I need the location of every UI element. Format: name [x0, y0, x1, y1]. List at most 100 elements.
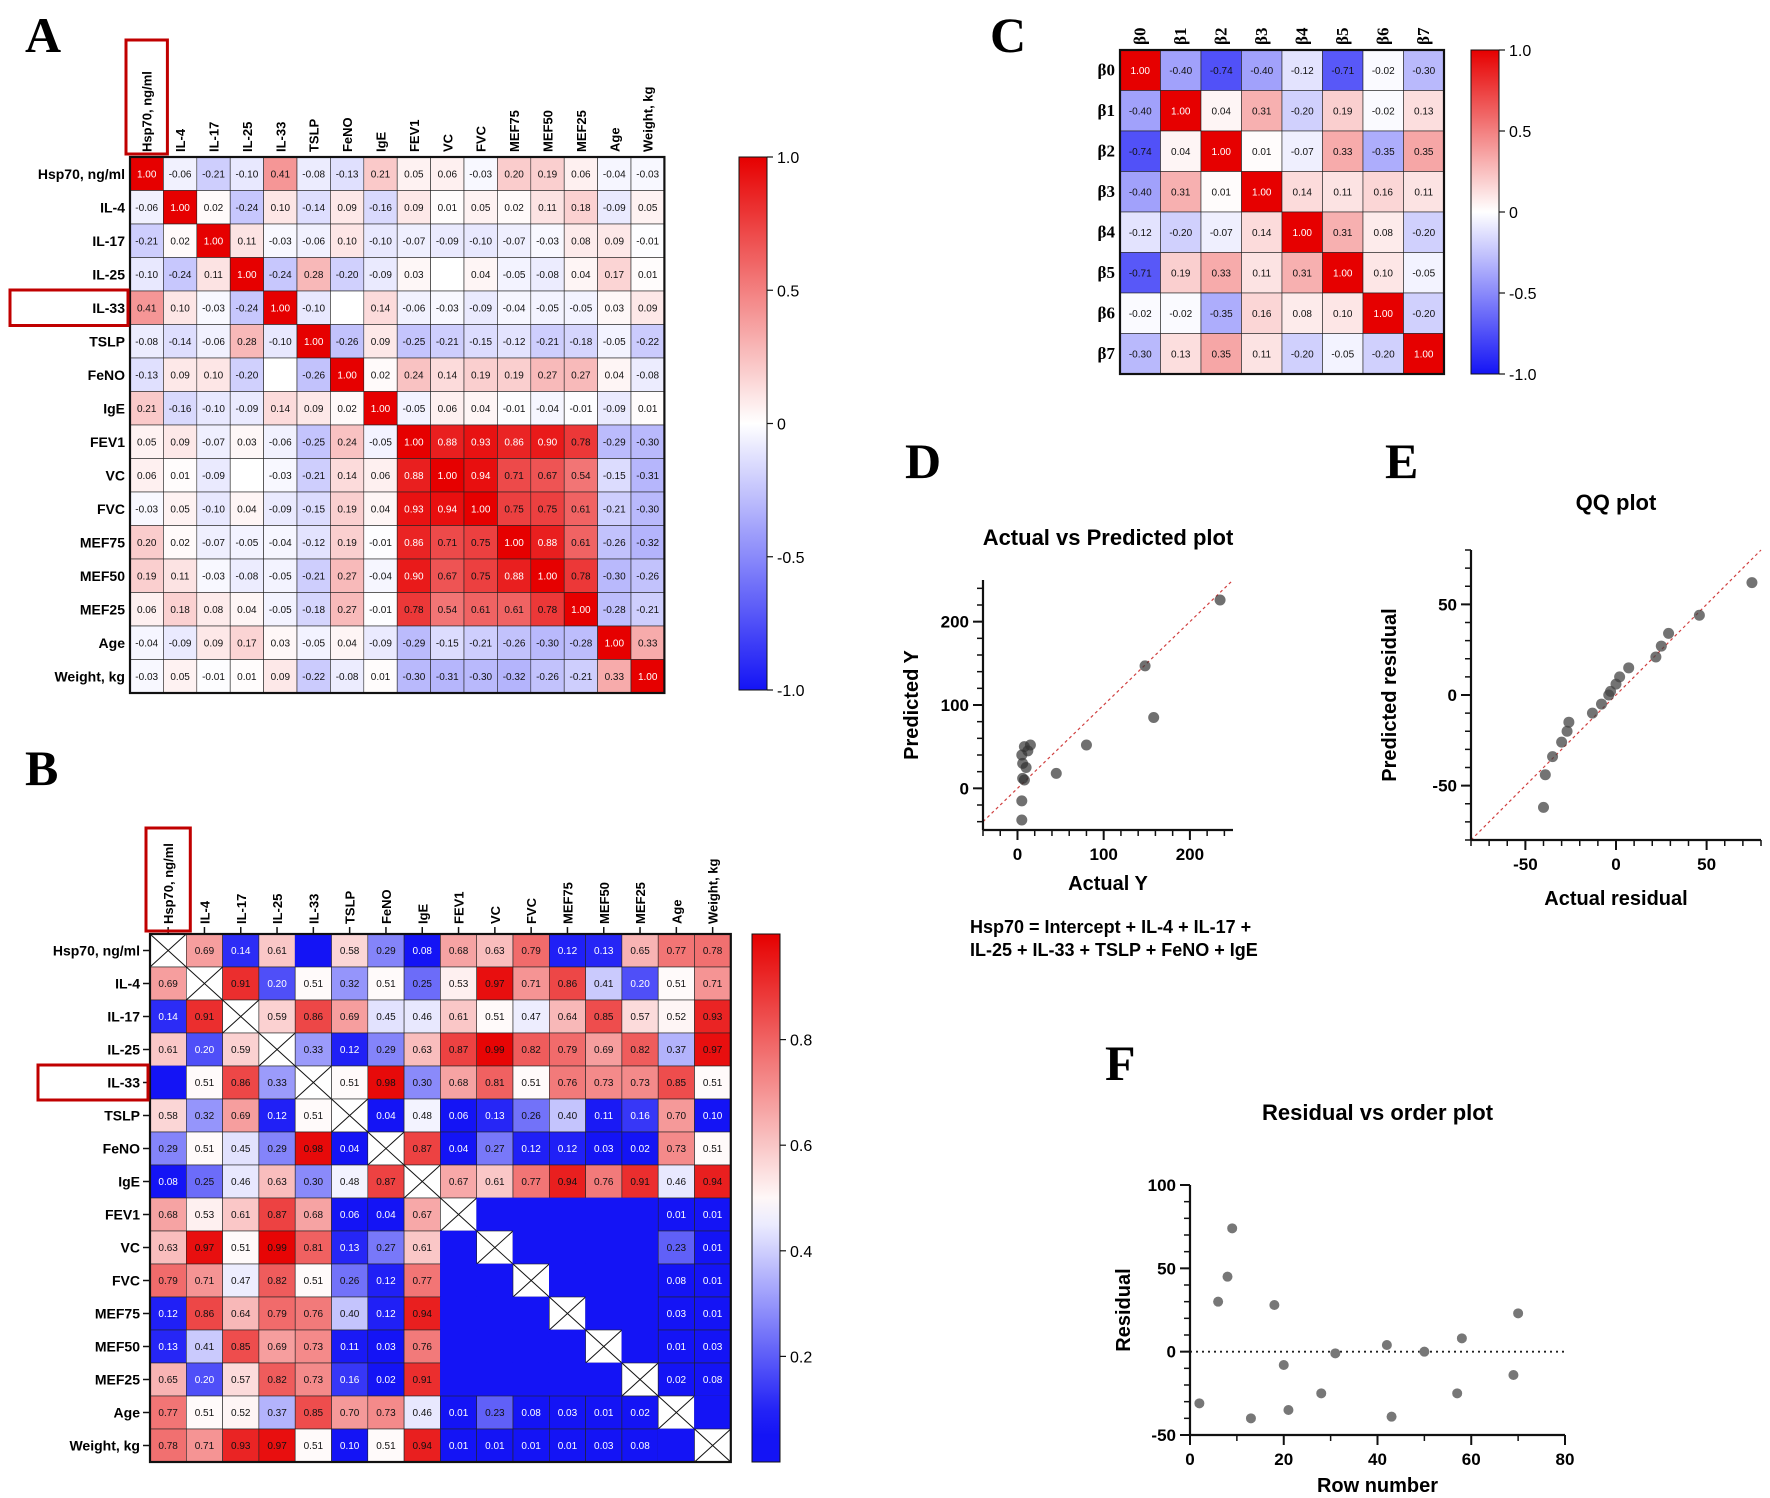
scatter-f-point: [1386, 1411, 1397, 1422]
heatmap-a-value: 0.41: [137, 303, 157, 314]
heatmap-b-value: 0.86: [231, 1078, 251, 1089]
heatmap-b-cell: [512, 999, 550, 1034]
heatmap-b-cell: [367, 1395, 405, 1430]
heatmap-a-value: -0.32: [503, 672, 526, 683]
heatmap-b-row-label: IL-33: [107, 1075, 140, 1091]
scatter-d-identity-line: [982, 579, 1234, 823]
heatmap-b-cell: [694, 1164, 732, 1199]
heatmap-b-cell: [222, 1395, 260, 1430]
heatmap-a-cell: [263, 290, 298, 325]
heatmap-b-cell: [331, 1362, 369, 1397]
heatmap-a-col-label: IL-33: [273, 122, 288, 152]
heatmap-a-value: 0.88: [438, 437, 458, 448]
heatmap-b-cell: [294, 999, 332, 1034]
heatmap-b-cell: [548, 966, 586, 1001]
heatmap-a-value: -0.01: [369, 538, 392, 549]
heatmap-a-value: -0.28: [570, 638, 593, 649]
heatmap-a-cell: [330, 458, 365, 493]
scatter-d-point: [1016, 749, 1028, 761]
heatmap-c-row-label: β6: [1098, 303, 1115, 322]
heatmap-c-cell: [1119, 211, 1161, 253]
heatmap-b-value: 0.51: [304, 1441, 324, 1452]
heatmap-b-value: 0.77: [521, 1177, 541, 1188]
heatmap-c-value: -0.35: [1210, 309, 1233, 320]
heatmap-b-value: 0.76: [413, 1342, 433, 1353]
heatmap-b-cell: [331, 1296, 369, 1331]
heatmap-b-value: 0.46: [231, 1177, 251, 1188]
heatmap-c-value: -0.20: [1291, 106, 1314, 117]
heatmap-c-value: -0.40: [1250, 66, 1273, 77]
heatmap-b-value: 0.41: [195, 1342, 215, 1353]
heatmap-b-value: 0.63: [267, 1177, 287, 1188]
heatmap-b-cell: [694, 1230, 732, 1265]
heatmap-c-cell: [1119, 292, 1161, 334]
heatmap-a-cell: [296, 357, 331, 392]
heatmap-c-value: 0.16: [1374, 187, 1394, 198]
heatmap-a-cell: [463, 458, 498, 493]
heatmap-c-value: -0.30: [1412, 66, 1435, 77]
heatmap-a-value: -0.01: [570, 404, 593, 415]
heatmap-a-value: 0.04: [337, 638, 357, 649]
heatmap-a-colorbar-label: 0: [777, 417, 786, 434]
heatmap-b-cell: [186, 1065, 223, 1100]
heatmap-a-cell: [229, 525, 264, 560]
heatmap-b-value: 0.32: [195, 1111, 215, 1122]
heatmap-a-cell: [229, 290, 264, 325]
heatmap-b-value: 0.37: [667, 1045, 687, 1056]
heatmap-b-row-label: MEF75: [95, 1306, 140, 1322]
heatmap-c-value: -0.20: [1169, 228, 1192, 239]
heatmap-b-cell: [512, 1065, 550, 1100]
heatmap-b-cell: [149, 1131, 187, 1166]
heatmap-a-cell: [163, 458, 198, 493]
heatmap-b-value: 0.94: [703, 1177, 723, 1188]
heatmap-a-value: 1.00: [538, 571, 558, 582]
scatter-e-y-tick-label: -50: [1432, 777, 1457, 796]
heatmap-b-value: 0.25: [195, 1177, 215, 1188]
heatmap-a-cell: [563, 592, 598, 627]
scatter-e-identity-line: [1470, 549, 1762, 841]
heatmap-b-value: 0.32: [340, 979, 360, 990]
heatmap-a-value: 0.01: [170, 471, 190, 482]
heatmap-c-value: -0.02: [1372, 106, 1395, 117]
heatmap-b-cell: [476, 1329, 514, 1364]
heatmap-a-value: 0.88: [504, 571, 524, 582]
heatmap-a-value: -0.03: [269, 471, 292, 482]
heatmap-b-cross: [512, 1263, 550, 1298]
heatmap-b-value: 0.12: [376, 1309, 396, 1320]
heatmap-b-value: 0.65: [158, 1375, 178, 1386]
heatmap-a-value: -0.10: [269, 337, 292, 348]
scatter-d-point: [1016, 795, 1028, 807]
heatmap-a-cell: [497, 190, 532, 225]
heatmap-b-value: 0.16: [340, 1375, 360, 1386]
heatmap-b-colorbar-label: 0.6: [790, 1138, 812, 1155]
heatmap-b-col-label: FeNO: [379, 889, 394, 924]
heatmap-b-cell: [694, 1131, 732, 1166]
heatmap-a-value: 0.03: [605, 303, 625, 314]
heatmap-a-value: -0.31: [436, 672, 459, 683]
heatmap-a-cell: [497, 257, 532, 292]
heatmap-b-value: 0.51: [195, 1078, 215, 1089]
heatmap-b-cell: [149, 1296, 187, 1331]
heatmap-b-cell: [440, 1065, 477, 1100]
heatmap-b-value: 0.71: [703, 979, 723, 990]
heatmap-b-value: 0.33: [304, 1045, 324, 1056]
heatmap-a-value: -0.30: [636, 504, 659, 515]
heatmap-b-value: 0.51: [376, 979, 396, 990]
heatmap-a-value: -0.03: [536, 236, 559, 247]
heatmap-c-cell: [1241, 49, 1283, 91]
heatmap-b-cell: [149, 1263, 187, 1298]
heatmap-a-value: 0.27: [337, 571, 357, 582]
heatmap-a-cell: [330, 391, 365, 426]
heatmap-a-row-label: Weight, kg: [54, 668, 125, 684]
heatmap-b-cell: [367, 1329, 405, 1364]
heatmap-a-cell: [396, 391, 431, 426]
heatmap-c-cell: [1241, 211, 1283, 253]
heatmap-c-value: 0.35: [1212, 349, 1232, 360]
heatmap-b-cell: [222, 1329, 260, 1364]
heatmap-b-value: 0.91: [413, 1375, 433, 1386]
heatmap-a-cell: [563, 357, 598, 392]
heatmap-c-value: 0.04: [1212, 106, 1232, 117]
heatmap-a-value: 0.67: [538, 471, 558, 482]
heatmap-a-cell: [430, 525, 465, 560]
heatmap-b-value: 0.51: [485, 1012, 505, 1023]
